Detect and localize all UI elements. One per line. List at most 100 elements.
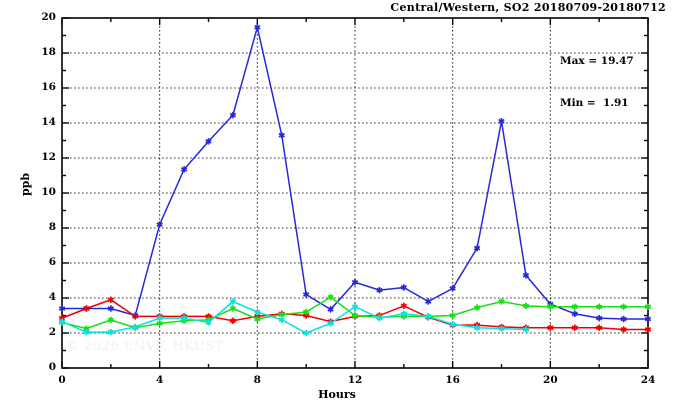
data-point-marker [327, 321, 334, 326]
x-tick-label: 8 [253, 374, 261, 386]
data-point-marker [156, 321, 163, 326]
data-point-marker [571, 325, 578, 331]
data-point-marker [351, 313, 359, 318]
y-tick-label: 14 [41, 116, 56, 128]
data-point-marker [571, 304, 578, 310]
data-point-marker [400, 311, 408, 317]
data-point-marker [58, 315, 66, 321]
x-tick-label: 16 [445, 374, 460, 386]
data-point-marker [278, 317, 285, 323]
data-point-marker [595, 304, 603, 310]
stats-annotation: Max = 19.47 Min = 1.91 [560, 26, 634, 138]
data-point-marker [107, 306, 115, 311]
data-point-marker [425, 299, 432, 304]
y-tick-label: 10 [41, 186, 56, 198]
series-day4 [58, 298, 530, 337]
data-point-marker [498, 299, 505, 304]
data-point-marker [132, 314, 139, 319]
data-point-marker [205, 314, 212, 319]
data-point-marker [400, 303, 408, 309]
data-point-marker [156, 315, 163, 321]
data-point-marker [83, 306, 90, 311]
data-point-marker [620, 316, 627, 322]
data-point-marker [522, 272, 530, 278]
y-tick-label: 0 [48, 361, 56, 373]
data-point-marker [473, 245, 481, 251]
data-point-marker [571, 311, 578, 317]
data-point-marker [620, 327, 627, 332]
data-point-marker [644, 316, 652, 322]
data-point-marker [376, 287, 383, 293]
y-tick-label: 6 [48, 256, 56, 268]
data-point-marker [180, 167, 188, 172]
data-point-marker [229, 112, 237, 118]
data-point-marker [595, 325, 603, 331]
data-point-marker [205, 139, 212, 144]
data-point-marker [229, 318, 237, 324]
data-point-marker [107, 329, 115, 335]
y-tick-label: 2 [48, 326, 56, 338]
data-point-marker [351, 304, 359, 310]
x-tick-label: 20 [543, 374, 558, 386]
data-point-marker [449, 321, 456, 327]
data-point-marker [400, 285, 408, 290]
data-point-marker [644, 304, 652, 310]
data-point-marker [449, 286, 456, 291]
data-point-marker [473, 325, 481, 331]
series-day1 [58, 24, 652, 323]
data-point-marker [351, 279, 359, 285]
data-point-marker [205, 320, 212, 325]
data-point-marker [107, 297, 115, 303]
data-point-marker [498, 118, 505, 124]
data-point-marker [278, 312, 285, 317]
data-point-marker [83, 329, 90, 335]
data-point-marker [449, 313, 456, 318]
data-point-marker [254, 316, 261, 322]
data-point-marker [302, 330, 310, 336]
data-point-marker [254, 24, 261, 30]
data-point-marker [522, 303, 530, 309]
data-point-marker [107, 317, 115, 323]
data-point-marker [327, 294, 334, 300]
x-tick-label: 24 [640, 374, 656, 386]
data-point-marker [620, 304, 627, 310]
chart-title: Central/Western, SO2 20180709-20180712 [390, 1, 666, 14]
min-value-label: Min = 1.91 [560, 97, 629, 109]
data-point-marker [132, 324, 139, 330]
y-tick-label: 8 [48, 221, 56, 233]
data-point-marker [425, 314, 432, 319]
y-tick-label: 12 [41, 151, 56, 163]
x-tick-label: 0 [58, 374, 66, 386]
data-point-marker [254, 309, 261, 315]
max-value-label: Max = 19.47 [560, 55, 634, 67]
y-tick-label: 18 [41, 46, 56, 58]
x-tick-label: 12 [347, 374, 363, 386]
data-point-marker [327, 307, 334, 312]
y-tick-label: 20 [41, 11, 56, 23]
data-point-marker [473, 305, 481, 310]
data-point-marker [229, 299, 237, 304]
data-point-marker [180, 315, 188, 321]
data-point-marker [595, 315, 603, 321]
data-point-marker [547, 304, 554, 310]
y-tick-label: 4 [48, 291, 56, 303]
x-axis-label: Hours [318, 388, 356, 401]
data-point-marker [83, 326, 90, 331]
data-point-marker [644, 327, 652, 332]
data-point-marker [376, 315, 383, 321]
data-point-marker [498, 326, 505, 331]
data-point-marker [302, 309, 310, 315]
x-tick-label: 4 [156, 374, 164, 386]
data-point-marker [58, 306, 66, 311]
data-point-marker [302, 292, 310, 297]
y-tick-label: 16 [41, 81, 56, 93]
data-point-marker [229, 306, 237, 311]
data-point-marker [278, 132, 285, 138]
data-point-marker [58, 319, 66, 324]
data-point-marker [522, 327, 530, 332]
data-point-marker [547, 325, 554, 331]
data-point-marker [302, 313, 310, 318]
series-line [61, 300, 526, 334]
